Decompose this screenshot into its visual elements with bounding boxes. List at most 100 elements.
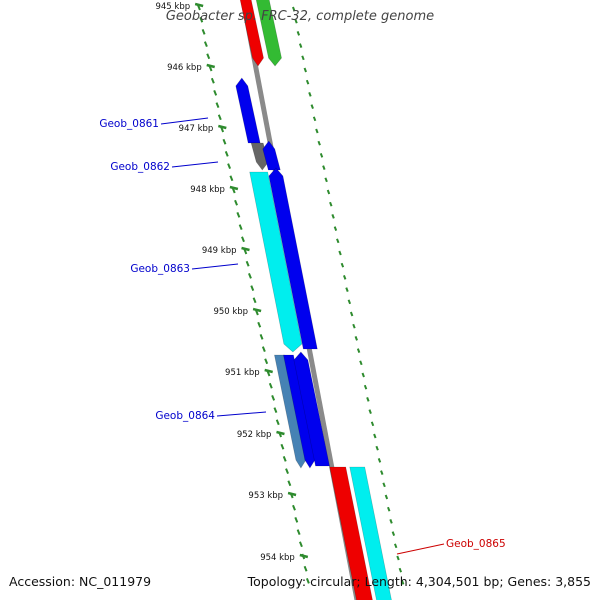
minor-tick	[280, 443, 285, 450]
minor-tick	[382, 482, 386, 488]
tick-label: 945 kbp	[155, 2, 190, 12]
minor-tick	[377, 458, 382, 463]
minor-tick	[234, 199, 238, 206]
minor-tick	[215, 102, 220, 108]
major-tick	[287, 491, 297, 497]
minor-tick	[292, 504, 296, 511]
tick-label: 952 kbp	[237, 430, 272, 440]
minor-tick	[268, 382, 273, 389]
tick-label: 953 kbp	[248, 491, 283, 501]
genome-summary: Topology: circular; Length: 4,304,501 bp…	[247, 574, 591, 589]
gene-red-top	[239, 0, 264, 67]
minor-tick	[310, 104, 314, 109]
minor-tick	[322, 165, 326, 170]
minor-tick	[301, 55, 305, 61]
minor-tick	[349, 311, 354, 317]
tick-label: 954 kbp	[260, 553, 295, 563]
minor-tick	[305, 578, 310, 584]
tick-label: 947 kbp	[179, 124, 214, 134]
minor-tick	[201, 29, 206, 35]
minor-tick	[336, 238, 340, 244]
minor-tick	[282, 456, 287, 462]
minor-tick	[303, 67, 307, 73]
minor-tick	[292, 6, 296, 12]
minor-tick	[387, 506, 391, 512]
major-tick	[206, 63, 216, 69]
tick-label: 946 kbp	[167, 63, 202, 73]
minor-tick	[294, 18, 298, 24]
minor-tick	[241, 236, 245, 243]
gene-blue-low-a	[283, 354, 316, 469]
minor-tick	[366, 397, 370, 402]
gene-geob-0864	[274, 354, 307, 469]
minor-tick	[294, 517, 299, 523]
genome-title: Geobacter sp. FRC-32, complete genome	[165, 9, 435, 24]
tick-label: 950 kbp	[213, 307, 248, 317]
minor-tick	[400, 580, 405, 585]
minor-tick	[343, 275, 347, 280]
gene-blue-low-b	[293, 351, 330, 467]
minor-tick	[245, 260, 250, 267]
minor-tick	[361, 372, 365, 378]
minor-tick	[305, 79, 310, 85]
minor-tick	[275, 419, 280, 426]
minor-tick	[308, 92, 312, 97]
gene-label: Geob_0862	[110, 161, 170, 173]
major-tick	[299, 553, 309, 559]
minor-tick	[287, 480, 292, 487]
minor-tick	[352, 323, 356, 329]
callout-line	[191, 263, 239, 270]
minor-tick	[338, 250, 342, 256]
minor-tick	[229, 175, 234, 182]
minor-tick	[326, 189, 331, 195]
minor-tick	[252, 297, 257, 304]
minor-tick	[354, 336, 358, 341]
gene-green-top	[255, 0, 282, 67]
minor-tick	[398, 567, 403, 573]
gene-label: Geob_0861	[99, 118, 159, 130]
gene-label: Geob_0864	[155, 410, 215, 422]
callout-line	[216, 411, 267, 417]
minor-tick	[315, 128, 319, 134]
minor-tick	[389, 519, 393, 524]
major-tick	[252, 307, 262, 313]
minor-tick	[206, 53, 211, 60]
minor-tick	[273, 407, 278, 413]
minor-tick	[363, 384, 368, 390]
minor-tick	[264, 358, 269, 365]
minor-tick	[299, 541, 303, 548]
minor-tick	[303, 565, 308, 572]
callout-line	[171, 161, 219, 168]
minor-tick	[285, 468, 289, 474]
minor-tick	[319, 153, 324, 158]
gene-label: Geob_0865	[446, 538, 506, 550]
major-tick	[229, 185, 239, 191]
minor-tick	[380, 470, 384, 475]
minor-tick	[317, 140, 321, 146]
minor-tick	[238, 224, 243, 230]
minor-tick	[384, 494, 389, 500]
tick-label: 948 kbp	[190, 185, 225, 195]
minor-tick	[203, 41, 208, 47]
minor-tick	[329, 201, 333, 207]
minor-tick	[248, 273, 252, 279]
minor-tick	[345, 287, 349, 292]
gene-geob-0865	[349, 466, 393, 604]
minor-tick	[312, 116, 317, 122]
gene-geob-0863	[249, 171, 303, 353]
minor-tick	[391, 531, 396, 536]
minor-tick	[296, 31, 301, 36]
minor-tick	[217, 114, 222, 121]
minor-tick	[359, 360, 363, 366]
minor-tick	[298, 43, 303, 48]
minor-tick	[394, 543, 398, 549]
minor-tick	[259, 334, 264, 340]
minor-tick	[224, 151, 229, 157]
minor-tick	[396, 555, 400, 561]
callout-line	[160, 117, 209, 125]
minor-tick	[227, 163, 232, 169]
minor-tick	[373, 433, 377, 439]
major-tick	[218, 124, 227, 130]
